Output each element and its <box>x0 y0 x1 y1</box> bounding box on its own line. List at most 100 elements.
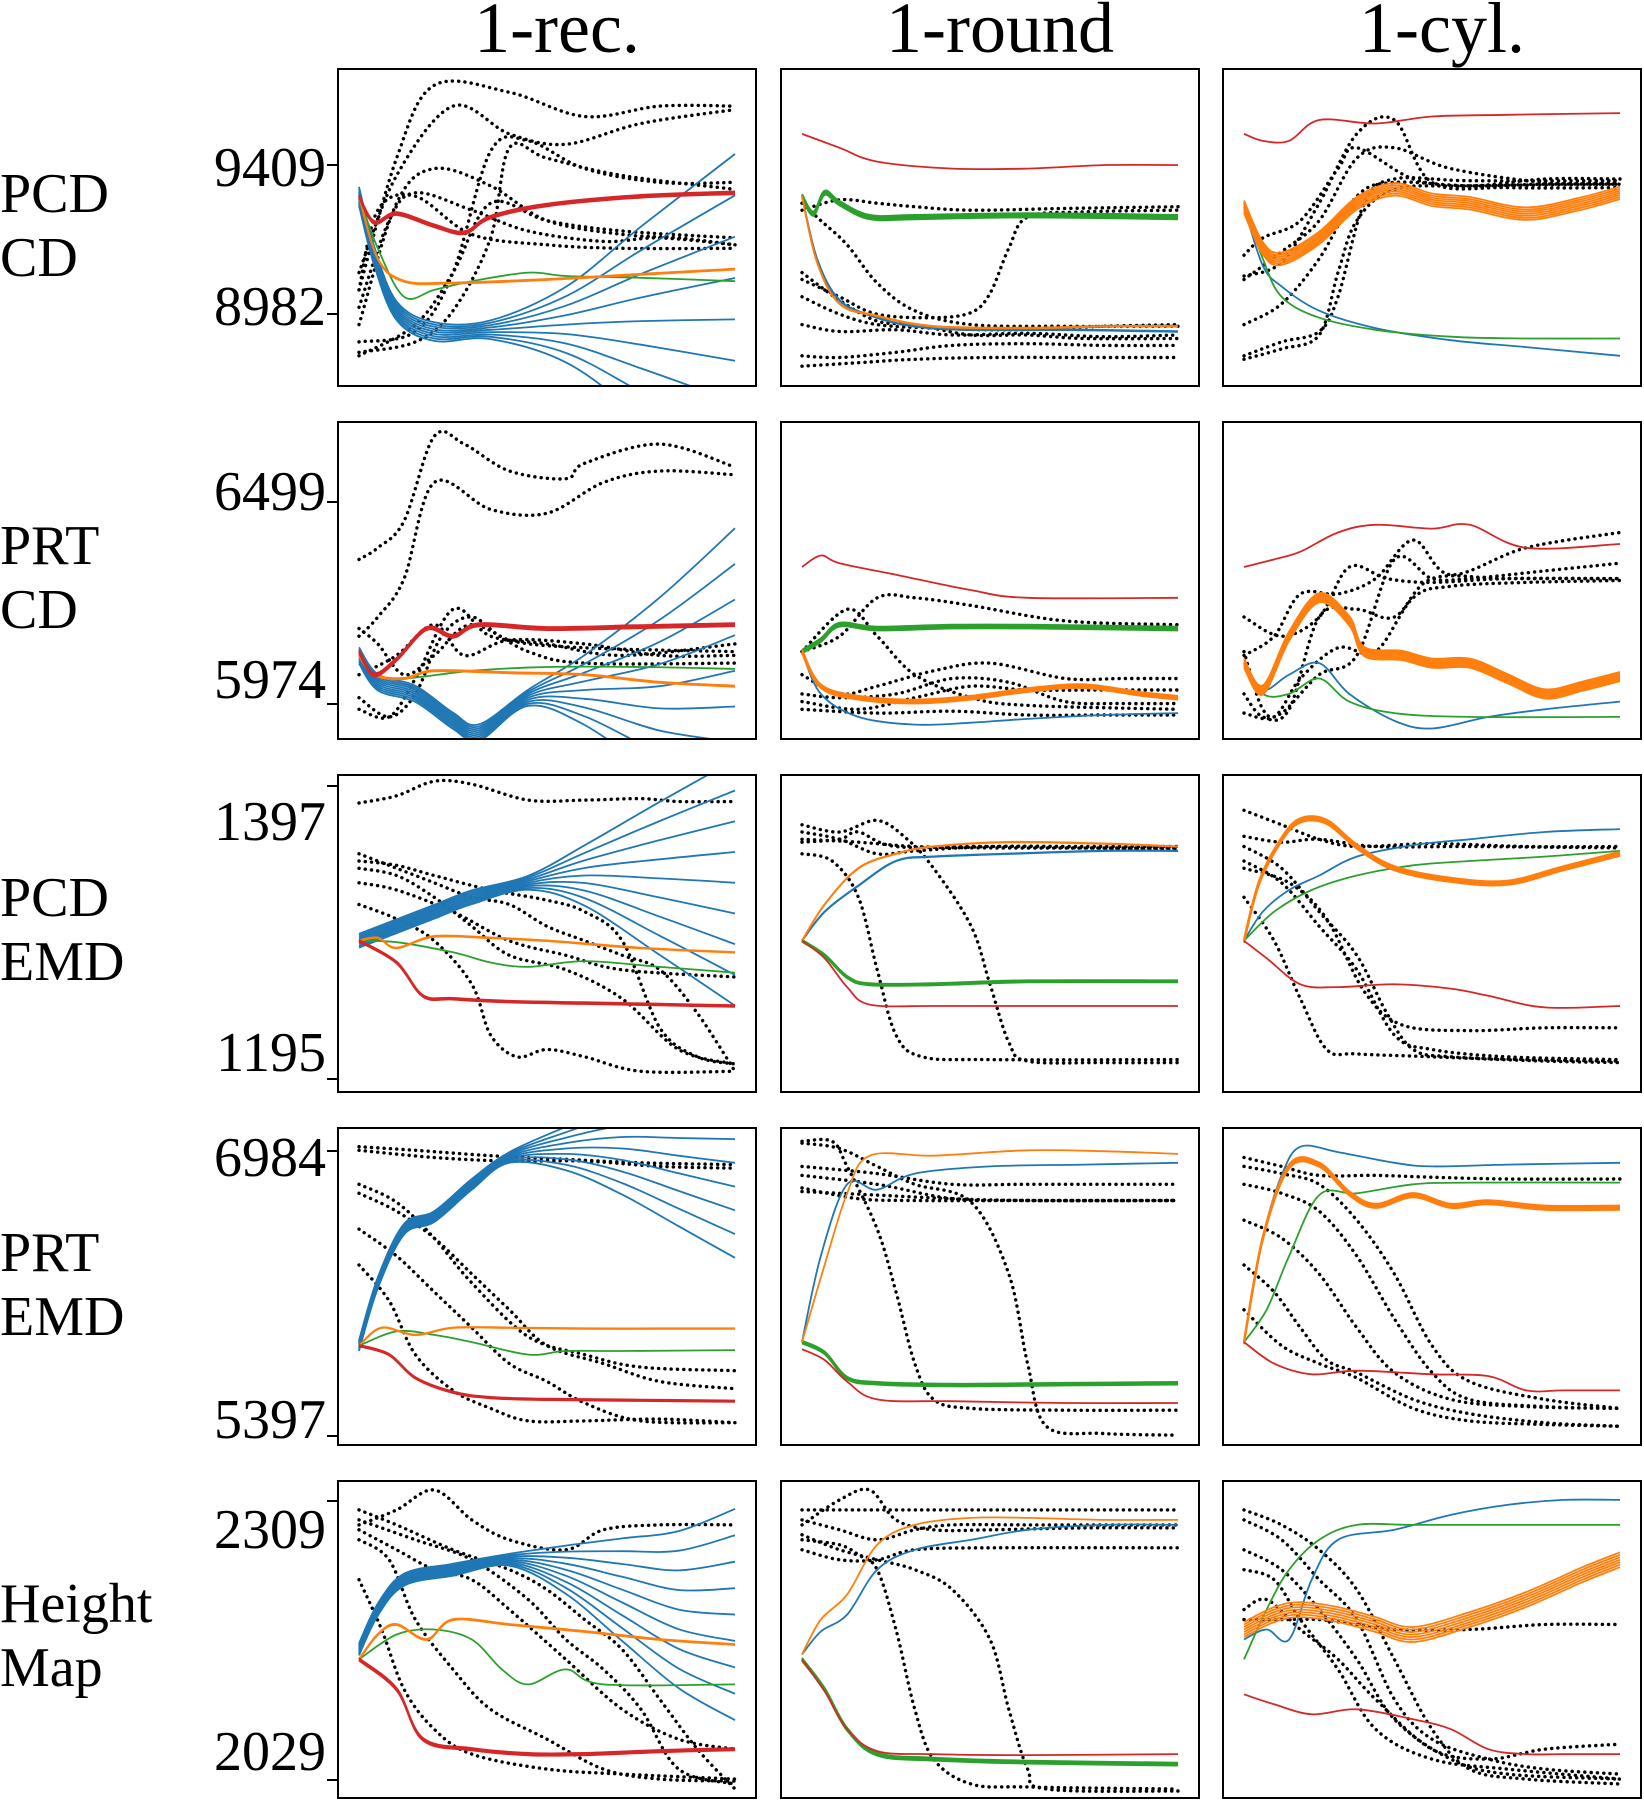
orange-series-line <box>1243 1158 1621 1343</box>
green-series-line <box>801 1339 1179 1385</box>
plot-panel <box>1222 1480 1642 1799</box>
red-series-line <box>358 1657 736 1755</box>
dotted-series-line <box>357 469 737 638</box>
dotted-series-line <box>357 622 737 677</box>
orange-series-line <box>801 841 1179 942</box>
red-series-line <box>1243 523 1621 568</box>
dotted-series-line <box>357 191 737 309</box>
row-label-line: PRT <box>0 515 100 577</box>
dotted-series-line <box>1242 1568 1622 1781</box>
green-series-line <box>358 1329 736 1356</box>
dotted-series-line <box>357 1488 737 1552</box>
orange-series-line <box>1243 184 1621 256</box>
dotted-series-line <box>800 1518 1180 1542</box>
green-series-line <box>358 1628 736 1687</box>
blue-series-line <box>801 195 1179 333</box>
row-label-line: EMD <box>0 1286 125 1348</box>
red-series-line <box>801 1658 1179 1757</box>
plot-panel <box>780 68 1200 387</box>
green-series-line <box>801 189 1179 217</box>
dotted-series-line <box>357 852 737 1073</box>
orange-series-line <box>1243 1160 1621 1345</box>
dotted-series-line <box>1242 1518 1622 1776</box>
dotted-series-line <box>357 1191 737 1391</box>
blue-series-line <box>358 1146 736 1346</box>
plot-panel <box>1222 68 1642 387</box>
dotted-series-line <box>800 355 1180 368</box>
blue-series-line <box>358 820 736 939</box>
blue-series-line <box>358 1127 568 1341</box>
panel-frame <box>1222 1127 1642 1446</box>
green-series-line <box>801 939 1179 986</box>
plot-panel <box>1222 774 1642 1093</box>
orange-series-line <box>801 649 1179 701</box>
plot-panel <box>1222 421 1642 740</box>
plot-panel <box>780 774 1200 1093</box>
orange-series-line <box>1243 1561 1621 1638</box>
blue-series-line <box>1243 206 1621 357</box>
orange-series-line <box>1243 192 1621 265</box>
dotted-series-line <box>357 606 737 720</box>
green-series-line <box>1243 202 1621 340</box>
dotted-series-line <box>1242 844 1622 1063</box>
dotted-series-line <box>800 1189 1180 1203</box>
dotted-series-line <box>357 79 737 292</box>
row-label-line: PRT <box>0 1222 100 1284</box>
dotted-series-line <box>800 837 1180 850</box>
dotted-series-line <box>357 1227 737 1425</box>
dotted-series-line <box>1242 574 1622 722</box>
orange-series-line <box>358 655 736 688</box>
orange-series-line <box>1243 190 1621 263</box>
dotted-series-line <box>1242 145 1622 257</box>
row-label-line: Height <box>0 1573 153 1635</box>
dotted-series-line <box>1242 1155 1622 1181</box>
dotted-series-line <box>800 830 1180 852</box>
orange-series-line <box>358 1617 736 1660</box>
red-series-line <box>1243 940 1621 1009</box>
blue-series-line <box>1243 1144 1621 1343</box>
panel-frame <box>1222 68 1642 387</box>
panel-frame <box>780 1127 1200 1446</box>
dotted-series-line <box>357 859 737 1066</box>
row-label-line: Map <box>0 1637 103 1699</box>
orange-series-line <box>1243 1551 1621 1628</box>
dotted-series-line <box>357 429 737 562</box>
panel-frame <box>780 68 1200 387</box>
row-label-prt-cd: PRT CD <box>0 514 99 642</box>
red-series-line <box>1243 112 1621 144</box>
blue-series-line <box>358 1508 736 1644</box>
blue-series-line <box>358 654 736 735</box>
orange-series-line <box>801 840 1179 941</box>
ytick-label: 6984 <box>214 1127 326 1189</box>
green-series-line <box>358 939 736 974</box>
red-series-line <box>801 554 1179 600</box>
red-series-line <box>358 1344 736 1402</box>
red-series-line <box>801 940 1178 1008</box>
green-series-line <box>358 195 736 300</box>
orange-series-line <box>1243 1157 1621 1342</box>
blue-series-line <box>358 1158 736 1350</box>
orange-series-line <box>358 1326 735 1347</box>
green-series-line <box>801 1659 1179 1766</box>
green-series-line <box>801 1340 1179 1386</box>
ytick-label: 5397 <box>214 1389 326 1451</box>
blue-series-line <box>358 874 736 942</box>
dotted-series-line <box>357 1508 737 1791</box>
row-label-line: EMD <box>0 931 125 993</box>
ytick-label: 8982 <box>214 276 326 338</box>
dotted-series-line <box>800 607 1180 711</box>
dotted-series-line <box>800 1164 1180 1187</box>
panel-frame <box>337 1480 757 1799</box>
orange-series-line <box>1243 1566 1621 1643</box>
blue-series-line <box>358 658 727 740</box>
orange-series-line <box>1243 1558 1621 1636</box>
dotted-series-line <box>800 661 1180 696</box>
green-series-line <box>801 1342 1179 1387</box>
blue-series-line <box>358 203 634 387</box>
plot-panel <box>1222 1127 1642 1446</box>
ytick-label: 2309 <box>214 1499 326 1561</box>
dotted-series-line <box>800 1533 1180 1793</box>
dotted-series-line <box>1242 180 1622 327</box>
ytick-mark <box>327 1077 337 1080</box>
blue-series-line <box>1243 1498 1621 1643</box>
